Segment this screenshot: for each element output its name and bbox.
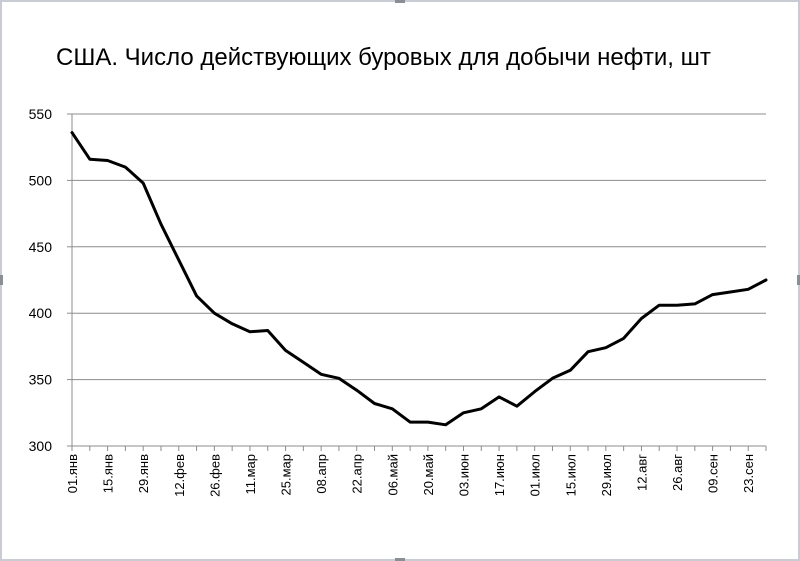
y-tick-label: 400	[29, 305, 53, 321]
resize-handle-bottom[interactable]	[395, 558, 405, 561]
y-tick-label: 450	[29, 239, 53, 255]
x-tick-label: 01.янв	[65, 454, 80, 493]
x-tick-label: 01.июл	[528, 454, 543, 496]
resize-handle-left[interactable]	[0, 275, 3, 285]
x-tick-label: 12.авг	[634, 454, 649, 491]
resize-handle-right[interactable]	[797, 275, 800, 285]
x-tick-label: 20.май	[421, 454, 436, 496]
y-tick-label: 350	[29, 372, 53, 388]
x-tick-label: 12.фев	[172, 454, 187, 497]
x-tick-label: 17.июн	[492, 454, 507, 496]
x-tick-label: 09.сен	[706, 454, 721, 493]
resize-handle-top[interactable]	[395, 0, 405, 3]
x-tick-label: 15.июл	[563, 454, 578, 496]
y-tick-label: 300	[29, 438, 53, 454]
y-tick-label: 500	[29, 172, 53, 188]
x-tick-label: 23.сен	[741, 454, 756, 493]
x-tick-label: 03.июн	[456, 454, 471, 496]
x-tick-label: 26.фев	[207, 454, 222, 497]
series-line	[70, 131, 768, 427]
x-tick-label: 26.авг	[670, 454, 685, 491]
x-tick-label: 06.май	[385, 454, 400, 496]
x-tick-label: 11.мар	[243, 454, 258, 495]
x-tick-label: 15.янв	[101, 454, 116, 493]
x-tick-label: 08.апр	[314, 454, 329, 494]
gridlines	[72, 113, 766, 381]
x-tick-label: 22.апр	[350, 454, 365, 494]
x-tick-label: 29.янв	[136, 454, 151, 493]
series	[70, 131, 768, 427]
x-tick-labels: 01.янв 15.янв 29.янв 12.фев 26.фев 11.мар 25.м…	[65, 454, 756, 497]
axes	[67, 113, 767, 451]
y-tick-labels: 300 350 400 450 500 550	[29, 106, 53, 454]
x-tick-label: 29.июл	[599, 454, 614, 496]
y-tick-label: 550	[29, 106, 53, 122]
chart-title: США. Число действующих буровых для добыч…	[56, 44, 711, 71]
x-tick-label: 25.мар	[279, 454, 294, 495]
